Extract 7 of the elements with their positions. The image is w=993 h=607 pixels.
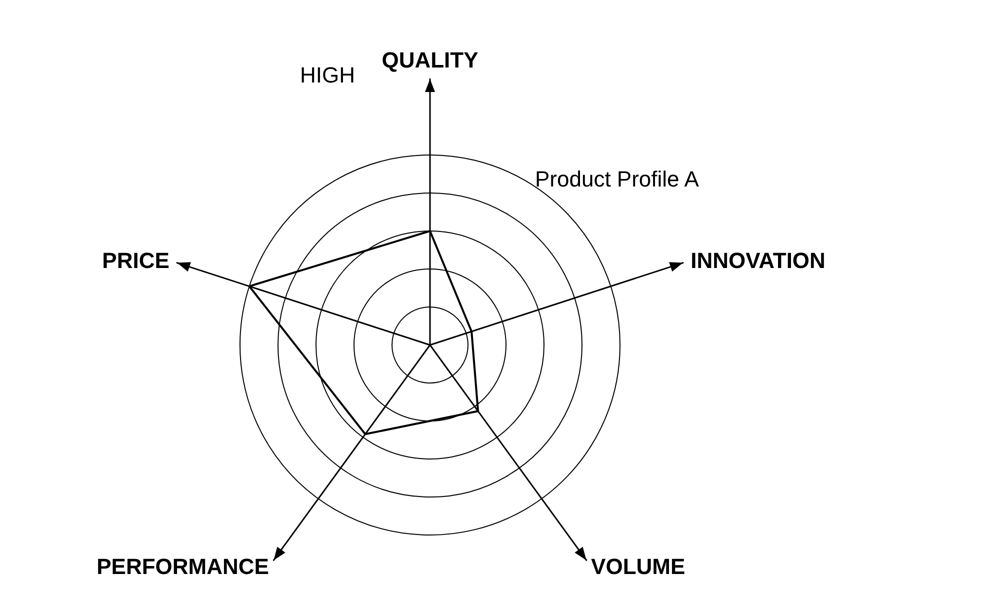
spoke-label: PRICE: [102, 248, 170, 273]
text: Product Profile A: [535, 166, 700, 192]
spoke-label: QUALITY: [382, 48, 479, 72]
text: HIGH: [300, 62, 355, 88]
spoke-label: VOLUME: [591, 554, 686, 580]
spoke-label: INNOVATION: [690, 248, 826, 273]
spoke-label: PERFORMANCE: [96, 554, 269, 580]
